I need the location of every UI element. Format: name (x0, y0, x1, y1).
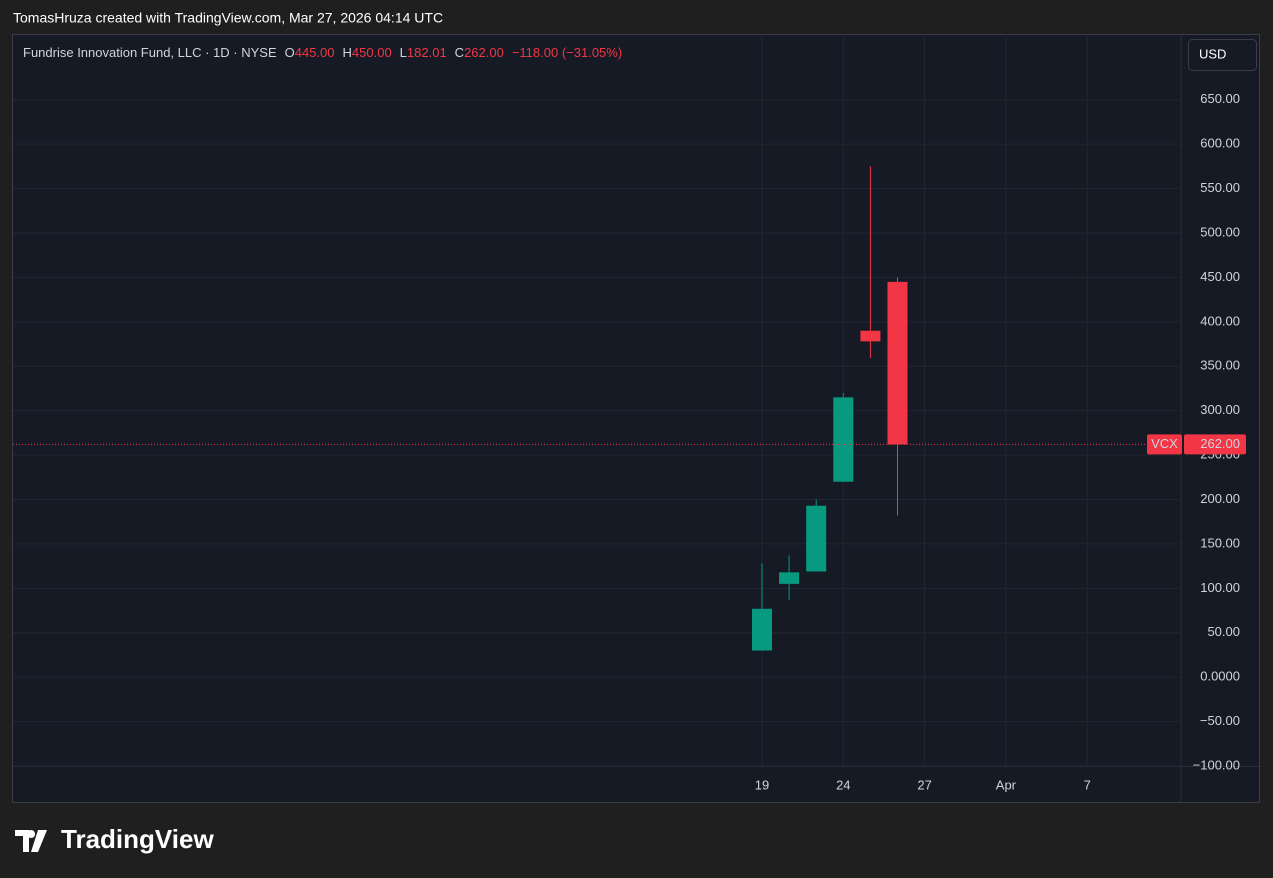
x-tick-label: Apr (996, 777, 1017, 792)
y-tick-label: 500.00 (1200, 224, 1240, 239)
currency-button[interactable] (1188, 39, 1257, 71)
plot (13, 166, 1181, 651)
symbol: Fundrise Innovation Fund, LLC · 1D · NYS… (23, 45, 277, 60)
candle-body (887, 281, 908, 445)
y-tick-label: 650.00 (1200, 91, 1240, 106)
y-tick-label: 600.00 (1200, 136, 1240, 151)
legend-key: H (343, 45, 352, 60)
legend-change: −118.00 (−31.05%) (512, 45, 622, 60)
x-tick-label: 19 (755, 777, 769, 792)
candle-body (860, 330, 881, 342)
y-tick-label: 150.00 (1200, 535, 1240, 550)
symbol-tag-label: VCX (1151, 436, 1178, 451)
x-tick-label: 27 (917, 777, 931, 792)
candle-body (752, 608, 772, 651)
legend-key: L (400, 45, 407, 60)
y-tick-label: 350.00 (1200, 358, 1240, 373)
logo-mark (15, 830, 47, 852)
x-tick-label: 24 (836, 777, 850, 792)
legend-key: O (285, 45, 295, 60)
legend-value: 262.00 (464, 45, 504, 60)
price-tag (1184, 434, 1246, 455)
y-tick-label: −50.00 (1200, 713, 1240, 728)
legend-key: C (455, 45, 464, 60)
brand: TradingView (61, 824, 214, 854)
y-tick-label: 450.00 (1200, 269, 1240, 284)
x-tick-label: 7 (1084, 777, 1091, 792)
chart-panel (12, 34, 1260, 803)
header: TomasHruza created with TradingView.com,… (13, 10, 443, 26)
candle-body (806, 505, 827, 572)
y-tick-label: 550.00 (1200, 180, 1240, 195)
y-tick-label: 0.0000 (1200, 669, 1240, 684)
y-tick-label: 200.00 (1200, 491, 1240, 506)
y-tick-label: 50.00 (1207, 624, 1240, 639)
ohlc-legend: Fundrise Innovation Fund, LLC · 1D · NYS… (23, 45, 622, 60)
y-tick-label: −100.00 (1193, 757, 1240, 772)
y-tick-label: 400.00 (1200, 313, 1240, 328)
legend-value: 450.00 (352, 45, 392, 60)
y-tick-label: 100.00 (1200, 580, 1240, 595)
legend-value: 182.01 (407, 45, 447, 60)
candle-body (833, 397, 854, 482)
currency[interactable]: USD (1199, 46, 1226, 61)
price-tag-label: 262.00 (1200, 436, 1240, 451)
logo: TradingView (15, 824, 214, 854)
grid (13, 34, 1181, 767)
y-tick-label: 300.00 (1200, 402, 1240, 417)
candle-body (779, 572, 800, 584)
symbol-tag (1147, 434, 1182, 455)
legend-value: 445.00 (295, 45, 335, 60)
